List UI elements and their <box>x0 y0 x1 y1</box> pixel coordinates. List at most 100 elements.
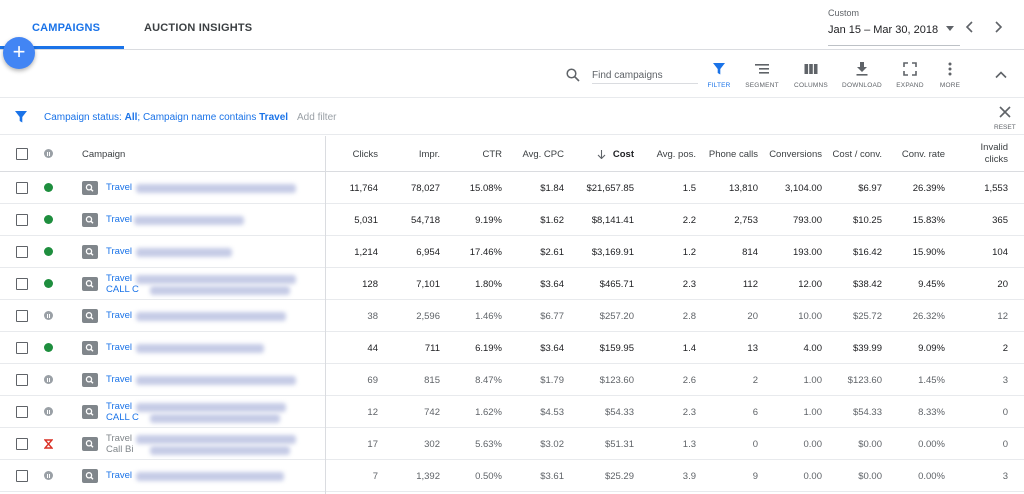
table-row[interactable]: Travel Call Bi 17 302 5.63% $3.02 $51.31 1.3 0 0.… <box>0 428 1024 460</box>
status-enabled-icon[interactable] <box>44 183 53 192</box>
search-campaigns-input[interactable] <box>592 68 698 84</box>
search-icon[interactable] <box>566 68 580 85</box>
table-row[interactable]: Travel 7 1,392 0.50% $3.61 $25.29 3.9 9 0.00 $0.0… <box>0 460 1024 492</box>
campaign-name-link[interactable]: Travel CALL C <box>106 401 139 423</box>
row-checkbox[interactable] <box>16 214 28 226</box>
expand-button[interactable]: EXPAND <box>887 62 933 89</box>
row-checkbox[interactable] <box>16 278 28 290</box>
cell-avg-cpc: $3.64 <box>540 342 564 354</box>
cell-cost-conv: $6.97 <box>858 182 882 194</box>
table-row[interactable]: Travel 1,214 6,954 17.46% $2.61 $3,169.91 1.2 8… <box>0 236 1024 268</box>
row-checkbox[interactable] <box>16 374 28 386</box>
collapse-chevron-up-icon[interactable] <box>994 68 1008 85</box>
table-row[interactable]: Travel 69 815 8.47% $1.79 $123.60 2.6 2 1.00 $123… <box>0 364 1024 396</box>
cell-avg-pos: 1.4 <box>682 342 696 354</box>
tab-auction-insights[interactable]: AUCTION INSIGHTS <box>144 22 253 34</box>
date-dropdown-arrow-icon[interactable] <box>946 26 954 31</box>
table-row[interactable]: Travel 11,764 78,027 15.08% $1.84 $21,657.85 1… <box>0 172 1024 204</box>
col-header-ctr[interactable]: CTR <box>482 148 502 160</box>
add-filter-link[interactable]: Add filter <box>297 112 337 123</box>
col-header-conversions[interactable]: Conversions <box>769 148 822 160</box>
cell-conv-rate: 26.32% <box>912 310 945 322</box>
search-campaign-type-icon <box>82 181 98 195</box>
more-button[interactable]: MORE <box>927 62 973 89</box>
cell-cost: $21,657.85 <box>586 182 634 194</box>
campaign-name-link[interactable]: Travel <box>106 310 132 321</box>
cell-impr: 815 <box>424 374 440 386</box>
campaign-name-link[interactable]: Travel <box>106 246 132 257</box>
reset-filters-button[interactable]: RESET <box>994 106 1016 131</box>
status-enabled-icon[interactable] <box>44 215 53 224</box>
col-header-impr[interactable]: Impr. <box>418 148 440 160</box>
row-checkbox[interactable] <box>16 182 28 194</box>
col-header-avg-pos[interactable]: Avg. pos. <box>656 148 696 160</box>
col-header-cost-conv[interactable]: Cost / conv. <box>832 148 882 160</box>
row-checkbox[interactable] <box>16 342 28 354</box>
table-row[interactable]: Travel 5,031 54,718 9.19% $1.62 $8,141.41 2.2 2… <box>0 204 1024 236</box>
select-all-checkbox[interactable] <box>16 148 28 160</box>
chevron-left-icon[interactable] <box>962 19 978 35</box>
campaign-name-link[interactable]: Travel CALL C <box>106 273 139 295</box>
cell-avg-pos: 1.2 <box>682 246 696 258</box>
col-header-clicks[interactable]: Clicks <box>352 148 378 160</box>
campaign-name-link[interactable]: Travel <box>106 342 132 353</box>
campaign-name-link[interactable]: Travel <box>106 214 132 225</box>
cell-ctr: 17.46% <box>469 246 502 258</box>
status-paused-icon[interactable] <box>44 311 53 320</box>
cell-invalid: 104 <box>992 246 1008 258</box>
table-row[interactable]: Travel CALL C 12 742 1.62% $4.53 $54.33 2.3 6 1.0… <box>0 396 1024 428</box>
status-enabled-icon[interactable] <box>44 343 53 352</box>
redacted-name-blur <box>134 216 244 225</box>
table-row[interactable]: Travel 38 2,596 1.46% $6.77 $257.20 2.8 20 10.00… <box>0 300 1024 332</box>
cell-clicks: 11,764 <box>349 182 378 194</box>
col-header-invalid-clicks[interactable]: Invalid clicks <box>960 136 1008 172</box>
campaign-name-link[interactable]: Travel Call Bi <box>106 433 133 455</box>
row-checkbox[interactable] <box>16 310 28 322</box>
row-checkbox[interactable] <box>16 470 28 482</box>
status-paused-icon[interactable] <box>44 471 53 480</box>
cell-cost: $123.60 <box>599 374 634 386</box>
status-enabled-icon[interactable] <box>44 279 53 288</box>
add-campaign-button[interactable]: + <box>3 37 35 69</box>
campaign-name-link[interactable]: Travel <box>106 374 132 385</box>
status-removed-icon[interactable] <box>43 439 54 452</box>
cell-cost: $257.20 <box>599 310 634 322</box>
status-paused-icon[interactable] <box>44 375 53 384</box>
col-header-phone-calls[interactable]: Phone calls <box>708 148 758 160</box>
chevron-right-icon[interactable] <box>990 19 1006 35</box>
campaign-name-link[interactable]: Travel <box>106 182 132 193</box>
tab-campaigns[interactable]: CAMPAIGNS <box>32 22 101 34</box>
cell-avg-pos: 1.3 <box>682 438 696 450</box>
active-filter-chip[interactable]: Campaign status: All; Campaign name cont… <box>44 112 288 123</box>
date-range-picker[interactable]: Custom Jan 15 – Mar 30, 2018 <box>828 8 960 46</box>
search-campaign-type-icon <box>82 213 98 227</box>
status-enabled-icon[interactable] <box>44 247 53 256</box>
status-paused-icon[interactable] <box>44 407 53 416</box>
col-header-cost[interactable]: Cost <box>580 136 634 172</box>
expand-label: EXPAND <box>896 82 924 89</box>
cell-ctr: 5.63% <box>475 438 502 450</box>
col-header-avg-cpc[interactable]: Avg. CPC <box>522 148 564 160</box>
cell-avg-pos: 2.2 <box>682 214 696 226</box>
search-campaign-type-icon <box>82 245 98 259</box>
cell-impr: 302 <box>424 438 440 450</box>
download-button[interactable]: DOWNLOAD <box>839 62 885 89</box>
row-checkbox[interactable] <box>16 246 28 258</box>
filter-status-prefix: Campaign status: <box>44 112 125 123</box>
filter-button[interactable]: FILTER <box>696 62 742 89</box>
table-row[interactable]: Travel 44 711 6.19% $3.64 $159.95 1.4 13 4.00 $39… <box>0 332 1024 364</box>
redacted-name-blur <box>150 286 290 295</box>
segment-button[interactable]: SEGMENT <box>739 62 785 89</box>
campaign-name-line1: Travel <box>106 401 133 412</box>
col-header-conv-rate[interactable]: Conv. rate <box>901 148 945 160</box>
row-checkbox[interactable] <box>16 406 28 418</box>
row-checkbox[interactable] <box>16 438 28 450</box>
columns-button[interactable]: COLUMNS <box>788 62 834 89</box>
cell-phone-calls: 112 <box>742 278 758 290</box>
cell-avg-cpc: $6.77 <box>540 310 564 322</box>
campaign-name-link[interactable]: Travel <box>106 470 132 481</box>
columns-label: COLUMNS <box>794 82 828 89</box>
cell-clicks: 17 <box>367 438 378 450</box>
table-row[interactable]: Travel CALL C 128 7,101 1.80% $3.64 $465.71 2.3… <box>0 268 1024 300</box>
col-header-campaign[interactable]: Campaign <box>82 148 126 160</box>
